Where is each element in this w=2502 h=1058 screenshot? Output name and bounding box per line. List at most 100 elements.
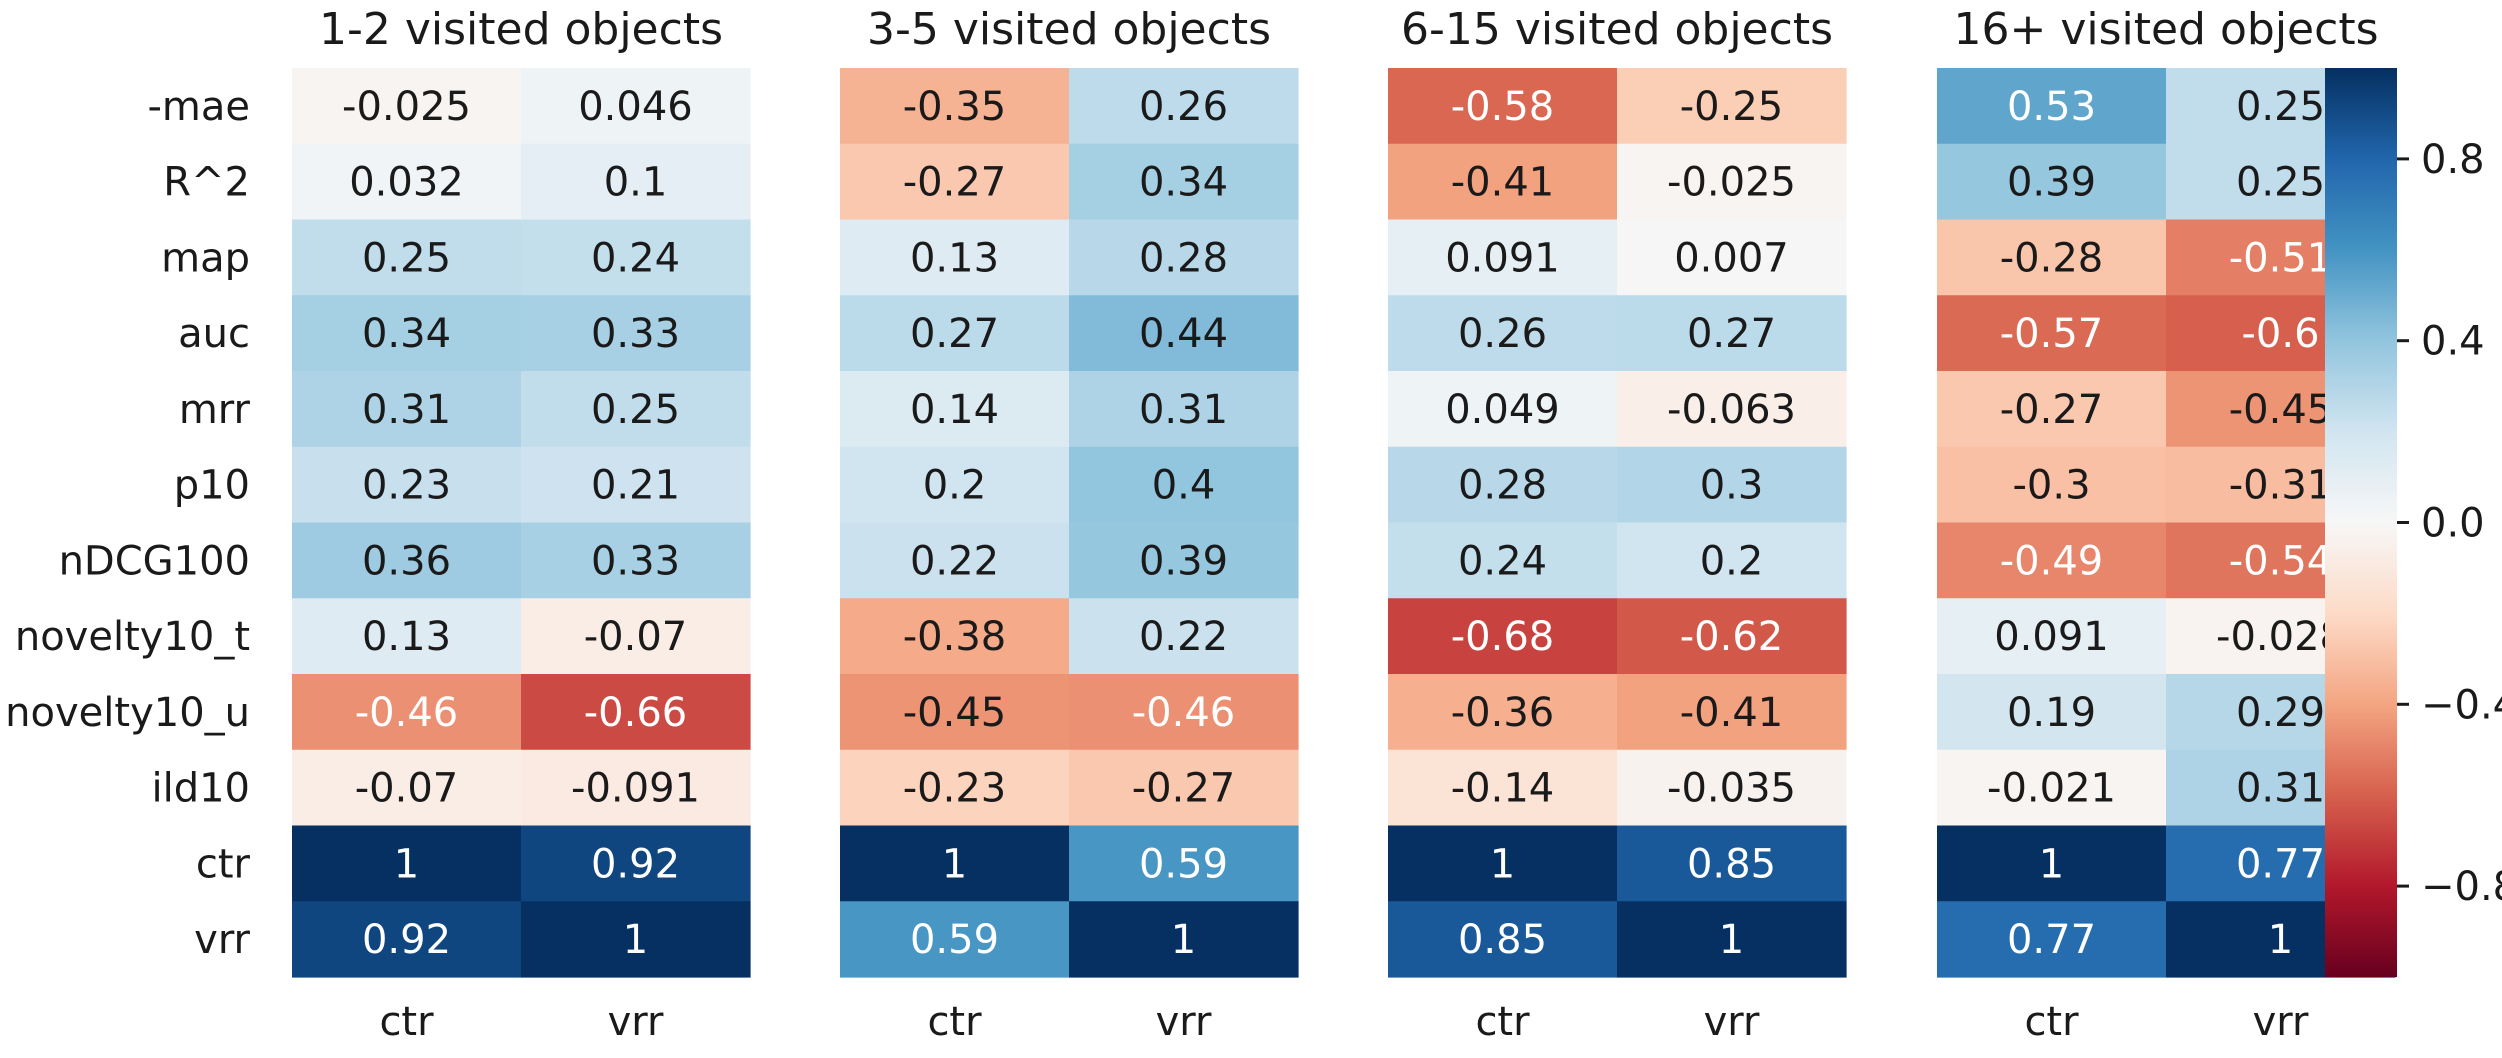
heatmap-panel: 1-2 visited objects -0.025 0.046 0.032 0.1 0.… xyxy=(292,4,751,1045)
cell-value-label: 0.44 xyxy=(1139,311,1228,357)
cell-value-label: 0.25 xyxy=(2236,160,2325,206)
cell-value-label: 1 xyxy=(623,917,648,963)
cell-value-label: -0.46 xyxy=(1132,690,1236,736)
cell-value-label: 0.29 xyxy=(2236,690,2325,736)
cell-value-label: -0.51 xyxy=(2229,235,2333,281)
colorbar-tick-label: 0.4 xyxy=(2421,319,2485,365)
heatmap-cell xyxy=(1069,219,1299,296)
row-tick-label: R^2 xyxy=(163,160,250,206)
cell-value-label: 0.53 xyxy=(2007,84,2096,130)
row-tick-label: novelty10_u xyxy=(5,690,250,736)
heatmap-cell xyxy=(1937,901,2167,978)
heatmap-cell xyxy=(1069,295,1299,372)
row-tick-label: auc xyxy=(178,311,250,357)
heatmap-cell xyxy=(521,674,751,751)
heatmap-cell xyxy=(1069,68,1299,145)
cell-value-label: -0.45 xyxy=(2229,387,2333,433)
cell-value-label: -0.28 xyxy=(2000,235,2104,281)
colorbar-gradient xyxy=(2325,68,2397,977)
heatmap-cell xyxy=(1069,674,1299,751)
cell-value-label: -0.25 xyxy=(1680,84,1784,130)
cell-value-label: -0.27 xyxy=(2000,387,2104,433)
cell-value-label: 0.2 xyxy=(923,463,987,509)
cell-value-label: 0.34 xyxy=(1139,160,1228,206)
heatmap-cell xyxy=(1617,446,1847,524)
heatmap-cell xyxy=(1388,598,1618,675)
heatmap-cell xyxy=(292,522,522,599)
cell-value-label: -0.41 xyxy=(1680,690,1784,736)
heatmap-cell xyxy=(1069,371,1299,448)
column-tick-label: vrr xyxy=(2253,999,2309,1045)
cell-value-label: 0.36 xyxy=(362,538,451,584)
heatmap-cell xyxy=(292,446,522,524)
cell-value-label: -0.025 xyxy=(342,84,471,130)
heatmap-cell xyxy=(521,446,751,524)
cell-value-label: -0.07 xyxy=(584,614,688,660)
heatmap-cell xyxy=(1069,446,1299,524)
cell-value-label: 0.25 xyxy=(2236,84,2325,130)
cell-value-label: -0.57 xyxy=(2000,311,2104,357)
cell-value-label: 0.25 xyxy=(591,387,680,433)
heatmap-cell xyxy=(292,749,522,827)
heatmap-cell xyxy=(1388,371,1618,448)
cell-value-label: -0.028 xyxy=(2216,614,2345,660)
column-tick-label: vrr xyxy=(608,999,664,1045)
colorbar-tick-label: −0.4 xyxy=(2421,682,2502,728)
heatmap-cell xyxy=(840,598,1070,675)
row-tick-label: mrr xyxy=(179,387,251,433)
cell-value-label: -0.66 xyxy=(584,690,688,736)
cell-value-label: -0.35 xyxy=(903,84,1007,130)
cell-value-label: 0.39 xyxy=(2007,160,2096,206)
heatmap-cell xyxy=(1937,446,2167,524)
heatmap-cell xyxy=(1617,371,1847,448)
heatmap-cell xyxy=(840,295,1070,372)
heatmap-cell xyxy=(1617,825,1847,902)
panel-title: 3-5 visited objects xyxy=(867,4,1271,55)
cell-value-label: 0.049 xyxy=(1445,387,1560,433)
row-labels: -mae R^2 map auc mrr p10 nDCG100 novelty10_tnov… xyxy=(5,84,250,963)
heatmap-cell xyxy=(1388,143,1618,221)
column-tick-label: ctr xyxy=(1475,999,1530,1045)
cell-value-label: 0.24 xyxy=(591,235,680,281)
heatmap-cell xyxy=(1388,825,1618,902)
heatmap-cell xyxy=(1388,295,1618,372)
cell-value-label: -0.27 xyxy=(1132,766,1236,812)
heatmap-cell xyxy=(292,598,522,675)
cell-value-label: 0.31 xyxy=(362,387,451,433)
panel-title: 6-15 visited objects xyxy=(1401,4,1833,55)
panel-title: 1-2 visited objects xyxy=(319,4,723,55)
heatmap-cell xyxy=(1388,68,1618,145)
heatmap-cell xyxy=(1069,901,1299,978)
row-tick-label: vrr xyxy=(194,917,250,963)
column-tick-label: ctr xyxy=(2024,999,2079,1045)
cell-value-label: 0.23 xyxy=(362,463,451,509)
cell-value-label: 0.92 xyxy=(591,841,680,887)
heatmap-cell xyxy=(1937,68,2167,145)
cell-value-label: 0.33 xyxy=(591,311,680,357)
heatmap-cell xyxy=(292,68,522,145)
cell-value-label: 0.19 xyxy=(2007,690,2096,736)
cell-value-label: -0.38 xyxy=(903,614,1007,660)
colorbar-tick-label: −0.8 xyxy=(2421,864,2502,910)
cell-value-label: -0.68 xyxy=(1451,614,1555,660)
cell-value-label: -0.36 xyxy=(1451,690,1555,736)
row-tick-label: p10 xyxy=(174,463,250,509)
heatmap-cell xyxy=(1069,749,1299,827)
heatmap-cell xyxy=(1069,598,1299,675)
cell-value-label: 0.1 xyxy=(604,160,668,206)
cell-value-label: -0.58 xyxy=(1451,84,1555,130)
row-tick-label: ild10 xyxy=(151,766,250,812)
cell-value-label: 0.31 xyxy=(2236,766,2325,812)
heatmap-cell xyxy=(1937,371,2167,448)
cell-value-label: 0.28 xyxy=(1458,463,1547,509)
heatmap-cell xyxy=(1388,749,1618,827)
heatmap-cell xyxy=(521,522,751,599)
heatmap-cell xyxy=(1617,522,1847,599)
cell-value-label: -0.021 xyxy=(1987,766,2116,812)
cell-value-label: 0.046 xyxy=(578,84,693,130)
cell-value-label: 0.14 xyxy=(910,387,999,433)
heatmap-cell xyxy=(1937,143,2167,221)
heatmap-cell xyxy=(521,598,751,675)
cell-value-label: 0.59 xyxy=(910,917,999,963)
